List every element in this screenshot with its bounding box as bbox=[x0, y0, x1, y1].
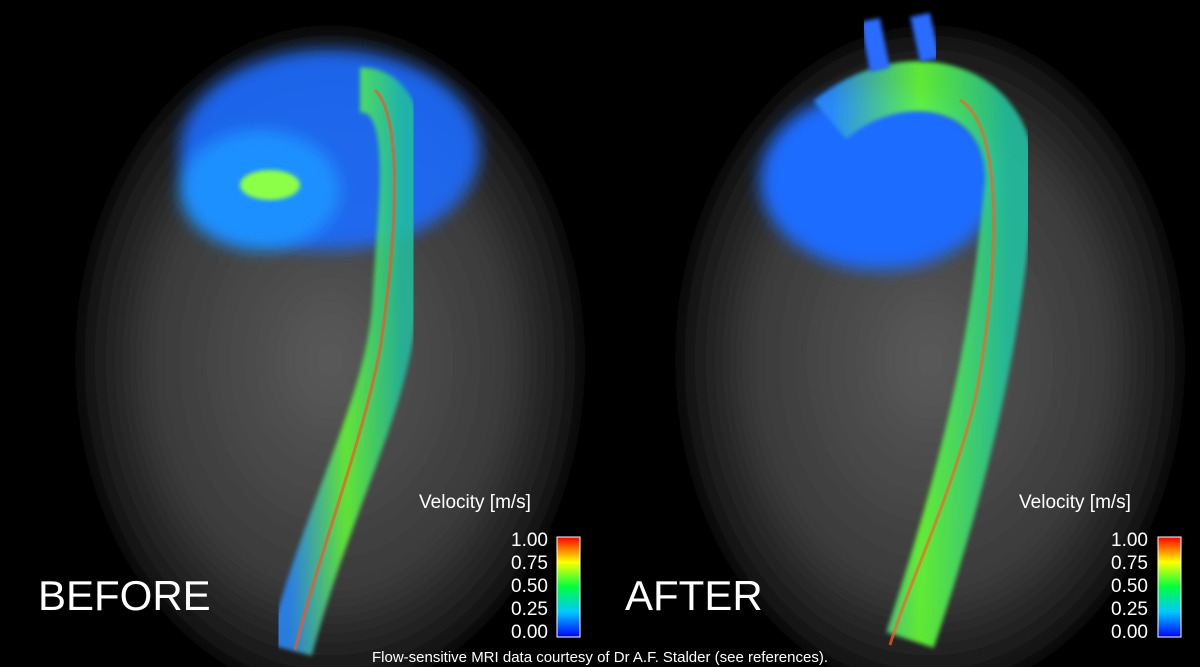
panel-label: BEFORE bbox=[38, 572, 211, 619]
mri-before bbox=[80, 30, 580, 667]
colorbar-tick-label: 0.00 bbox=[1111, 622, 1148, 643]
colorbar-tick-label: 0.75 bbox=[1111, 553, 1148, 574]
panel-label: AFTER bbox=[625, 572, 763, 619]
colorbar-title: Velocity [m/s] bbox=[419, 492, 531, 513]
caption: Flow-sensitive MRI data courtesy of Dr A… bbox=[372, 649, 828, 666]
colorbar-tick-label: 0.25 bbox=[511, 599, 548, 620]
colorbar-tick-label: 0.00 bbox=[511, 622, 548, 643]
colorbar-tick-label: 0.75 bbox=[511, 553, 548, 574]
colorbar-tick-label: 1.00 bbox=[1111, 530, 1148, 551]
colorbar-tick-label: 0.50 bbox=[1111, 576, 1148, 597]
colorbar bbox=[1157, 536, 1182, 638]
overlay: BEFORE AFTER Velocity [m/s] Velocity [m/… bbox=[38, 492, 1182, 666]
colorbar-title: Velocity [m/s] bbox=[1019, 492, 1131, 513]
colorbar-tick-label: 0.50 bbox=[511, 576, 548, 597]
mri-after bbox=[680, 12, 1180, 667]
colorbar bbox=[556, 536, 581, 638]
colorbar-tick-label: 0.25 bbox=[1111, 599, 1148, 620]
colorbar-tick-label: 1.00 bbox=[511, 530, 548, 551]
